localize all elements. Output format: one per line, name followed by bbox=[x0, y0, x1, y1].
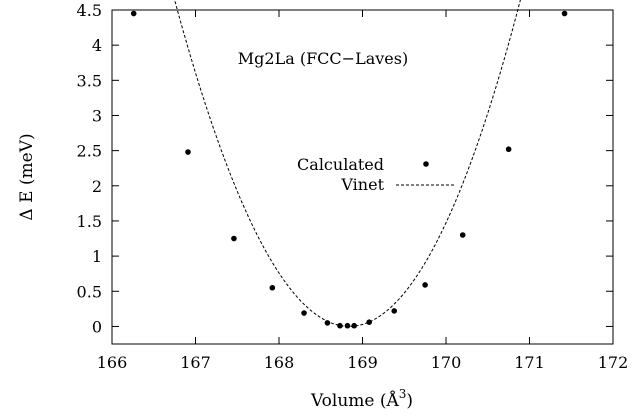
vinet-fit-curve bbox=[174, 0, 521, 327]
calculated-points bbox=[130, 10, 568, 329]
calculated-point bbox=[391, 308, 398, 314]
x-tick-label: 169 bbox=[347, 353, 378, 372]
x-axis-label: Volume (Å3) bbox=[310, 387, 413, 411]
calculated-point bbox=[269, 284, 276, 291]
calculated-point bbox=[351, 322, 357, 329]
y-tick-label: 2.5 bbox=[77, 142, 102, 161]
x-axis-label-sup: 3 bbox=[399, 387, 407, 401]
x-tick-label: 168 bbox=[264, 353, 295, 372]
y-tick-label: 4.5 bbox=[77, 1, 102, 20]
calculated-point bbox=[561, 10, 568, 17]
calculated-point bbox=[324, 320, 331, 326]
y-tick-label: 2 bbox=[92, 177, 102, 196]
calculated-point bbox=[459, 232, 466, 238]
x-tick-label: 166 bbox=[97, 353, 128, 372]
calculated-point bbox=[505, 146, 512, 153]
y-tick-label: 3.5 bbox=[77, 71, 102, 90]
legend-label-vinet: Vinet bbox=[340, 175, 384, 194]
plot-frame bbox=[111, 9, 614, 345]
calculated-point bbox=[366, 319, 372, 326]
calculated-point bbox=[344, 322, 351, 329]
x-tick-label: 171 bbox=[514, 353, 545, 372]
calculated-point bbox=[337, 322, 343, 329]
y-tick-label: 1.5 bbox=[77, 212, 102, 231]
y-tick-label: 3 bbox=[92, 106, 102, 125]
y-tick-label: 0.5 bbox=[77, 282, 102, 301]
x-axis-label-suffix: ) bbox=[406, 391, 413, 411]
legend-marker-calculated bbox=[423, 161, 429, 167]
calculated-point bbox=[422, 282, 428, 288]
y-tick-label: 4 bbox=[92, 36, 102, 55]
calculated-point bbox=[130, 10, 137, 17]
y-axis-label: Δ E (meV) bbox=[17, 133, 37, 220]
chart-title: Mg2La (FCC−Laves) bbox=[238, 49, 408, 68]
calculated-point bbox=[185, 149, 191, 155]
tick-labels: 166 167 168 169 170 171 172 0 0.5 1 1.5 2 2.5 3 3.5 4 4.… bbox=[77, 1, 629, 372]
x-axis-label-main: Volume (Å bbox=[310, 390, 400, 411]
calculated-point bbox=[301, 310, 307, 316]
legend-label-calculated: Calculated bbox=[297, 155, 384, 174]
y-tick-label: 0 bbox=[92, 317, 102, 336]
tick-marks bbox=[111, 9, 614, 344]
x-tick-label: 170 bbox=[431, 353, 462, 372]
calculated-point bbox=[231, 235, 237, 242]
x-tick-label: 167 bbox=[180, 353, 211, 372]
y-tick-label: 1 bbox=[92, 247, 102, 266]
x-tick-label: 172 bbox=[598, 353, 629, 372]
